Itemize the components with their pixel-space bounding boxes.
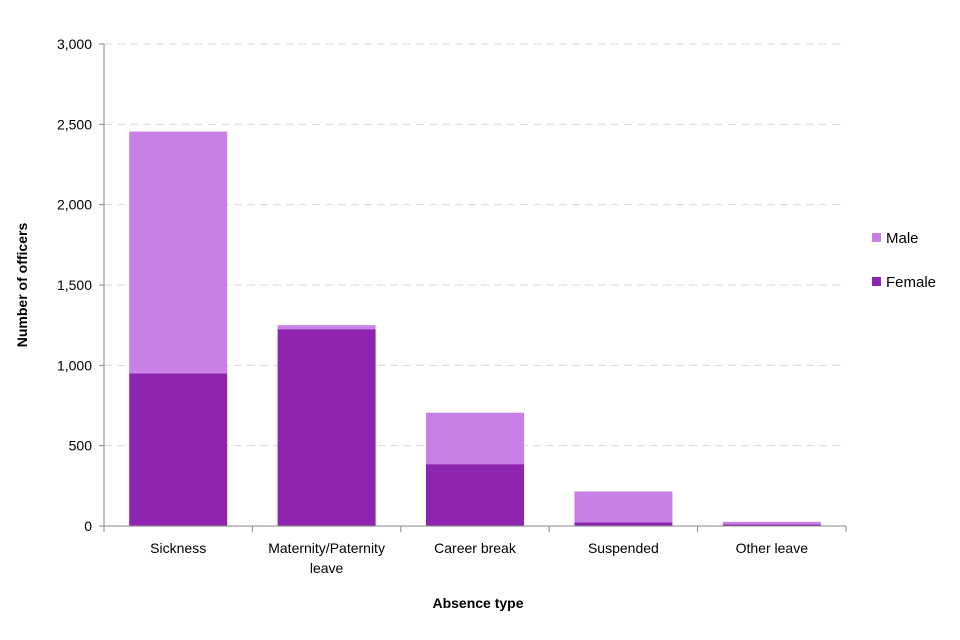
x-tick-label: Career break — [434, 540, 517, 556]
bar-male-2 — [426, 412, 524, 465]
bar-female-0 — [129, 373, 228, 526]
legend-label-male: Male — [886, 230, 919, 247]
legend-swatch-female — [872, 277, 881, 286]
y-tick-label: 0 — [84, 518, 92, 534]
bar-female-4 — [722, 524, 821, 526]
bar-male-3 — [574, 491, 673, 523]
legend: Male Female — [872, 230, 936, 291]
bar-male-0 — [129, 131, 228, 374]
bars — [129, 131, 821, 526]
y-tick-label: 2,500 — [57, 116, 92, 132]
x-tick-label: Other leave — [736, 540, 809, 556]
bar-female-3 — [574, 522, 673, 526]
x-tick-label: Sickness — [150, 540, 206, 556]
tick-labels: 0 500 1,000 1,500 2,000 2,500 3,000 Sickness Mat… — [57, 36, 808, 576]
y-tick-label: 1,500 — [57, 277, 92, 293]
bar-female-1 — [277, 329, 376, 526]
x-tick-label: Maternity/Paternity — [268, 540, 385, 556]
y-axis-title: Number of officers — [14, 223, 30, 348]
gridlines — [104, 43, 846, 447]
bar-male-4 — [722, 521, 821, 525]
y-tick-label: 2,000 — [57, 197, 92, 213]
legend-label-female: Female — [886, 274, 936, 291]
legend-swatch-male — [872, 233, 881, 242]
bar-female-2 — [426, 464, 524, 526]
y-tick-label: 3,000 — [57, 36, 92, 52]
y-tick-label: 1,000 — [57, 357, 92, 373]
axes — [99, 43, 847, 532]
bar-male-1 — [277, 325, 376, 330]
x-axis-title: Absence type — [432, 595, 523, 611]
y-tick-label: 500 — [69, 438, 93, 454]
x-tick-label: leave — [310, 560, 344, 576]
x-tick-label: Suspended — [588, 540, 659, 556]
